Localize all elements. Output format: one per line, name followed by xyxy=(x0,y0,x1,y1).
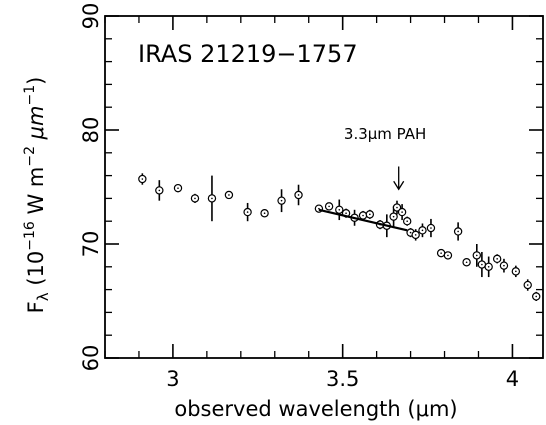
data-point xyxy=(324,202,334,211)
data-point xyxy=(365,209,375,219)
point-center xyxy=(328,205,330,208)
y-axis-label-symbol: F xyxy=(24,301,48,313)
y-axis-label-open: (10 xyxy=(24,251,48,293)
data-point xyxy=(294,184,303,206)
point-center xyxy=(496,258,498,260)
x-tick-label: 3.5 xyxy=(326,367,359,391)
data-point xyxy=(277,189,286,213)
point-center xyxy=(141,178,144,180)
data-point xyxy=(443,251,453,260)
point-center xyxy=(409,231,412,234)
point-center xyxy=(515,270,517,273)
annotation-arrow-head xyxy=(393,180,405,191)
point-center xyxy=(177,187,179,189)
point-center xyxy=(280,199,283,202)
point-center xyxy=(211,197,213,200)
data-point xyxy=(173,183,183,193)
point-center xyxy=(406,220,408,222)
point-center xyxy=(535,295,538,298)
fit-line xyxy=(318,208,408,232)
data-point xyxy=(411,229,420,241)
y-axis-label-exponent-3: −1 xyxy=(22,85,38,106)
data-point xyxy=(397,204,407,221)
data-point xyxy=(499,258,509,273)
chart-title: IRAS 21219−1757 xyxy=(138,40,358,68)
data-point xyxy=(436,248,446,258)
point-center xyxy=(392,215,395,218)
y-tick-label: 70 xyxy=(79,231,103,258)
point-center xyxy=(526,284,529,286)
point-center xyxy=(194,197,196,200)
x-axis-label: observed wavelength (μm) xyxy=(174,397,457,421)
y-axis-label-exponent-1: −16 xyxy=(22,221,38,251)
data-point xyxy=(511,265,521,278)
axis-tick-labels: 3 3.5 4 60 70 80 90 xyxy=(79,3,519,391)
plot-frame xyxy=(104,15,544,359)
data-point xyxy=(335,199,344,221)
point-center xyxy=(465,261,468,264)
y-axis-label-subscript: λ xyxy=(34,292,52,301)
data-point xyxy=(224,190,234,200)
data-points xyxy=(138,173,541,301)
data-point xyxy=(426,218,436,238)
point-center xyxy=(487,266,490,268)
point-center xyxy=(430,227,432,229)
data-point xyxy=(260,209,269,218)
point-center xyxy=(158,189,161,192)
data-point xyxy=(418,223,427,238)
data-point xyxy=(484,256,493,278)
point-center xyxy=(475,254,478,257)
annotation-label: 3.3μm PAH xyxy=(344,125,426,143)
data-point xyxy=(155,180,164,201)
data-point xyxy=(138,173,147,185)
plot-area-border xyxy=(104,15,544,359)
y-axis-label-space xyxy=(24,139,48,146)
y-axis-label-micron: μm xyxy=(24,105,48,140)
data-point xyxy=(243,202,252,222)
y-axis-label-watts: W m xyxy=(24,167,48,222)
point-center xyxy=(338,209,341,211)
point-center xyxy=(362,214,364,217)
data-point xyxy=(392,200,402,215)
y-tick-label: 90 xyxy=(79,3,103,30)
point-center xyxy=(369,213,371,216)
point-center xyxy=(246,211,249,213)
data-point xyxy=(492,254,502,264)
point-center xyxy=(414,234,417,236)
y-tick-label: 80 xyxy=(79,117,103,144)
axis-ticks xyxy=(104,15,543,359)
y-axis-label-exponent-2: −2 xyxy=(22,146,38,167)
point-center xyxy=(440,252,442,254)
point-center xyxy=(503,264,505,267)
y-axis-label: Fλ (10−16 W m−2 μm−1) xyxy=(22,77,52,314)
data-point xyxy=(462,258,471,267)
data-point xyxy=(207,175,217,222)
data-point xyxy=(406,228,415,238)
data-point xyxy=(532,291,541,301)
point-center xyxy=(263,212,266,215)
point-center xyxy=(345,212,347,215)
x-tick-label: 4 xyxy=(506,367,519,391)
data-point xyxy=(472,244,481,267)
data-point xyxy=(190,193,200,203)
y-tick-label: 60 xyxy=(79,345,103,372)
point-center xyxy=(481,263,483,266)
x-tick-label: 3 xyxy=(166,367,179,391)
pah-annotation: 3.3μm PAH xyxy=(344,125,426,191)
point-center xyxy=(297,194,300,196)
point-center xyxy=(421,229,424,232)
point-center xyxy=(447,254,449,257)
point-center xyxy=(396,206,398,209)
y-axis-label-close: ) xyxy=(24,77,48,85)
data-point xyxy=(523,279,532,291)
point-center xyxy=(457,230,459,233)
point-center xyxy=(228,194,230,196)
point-center xyxy=(401,211,403,213)
data-point xyxy=(402,216,412,226)
data-point xyxy=(453,222,463,241)
